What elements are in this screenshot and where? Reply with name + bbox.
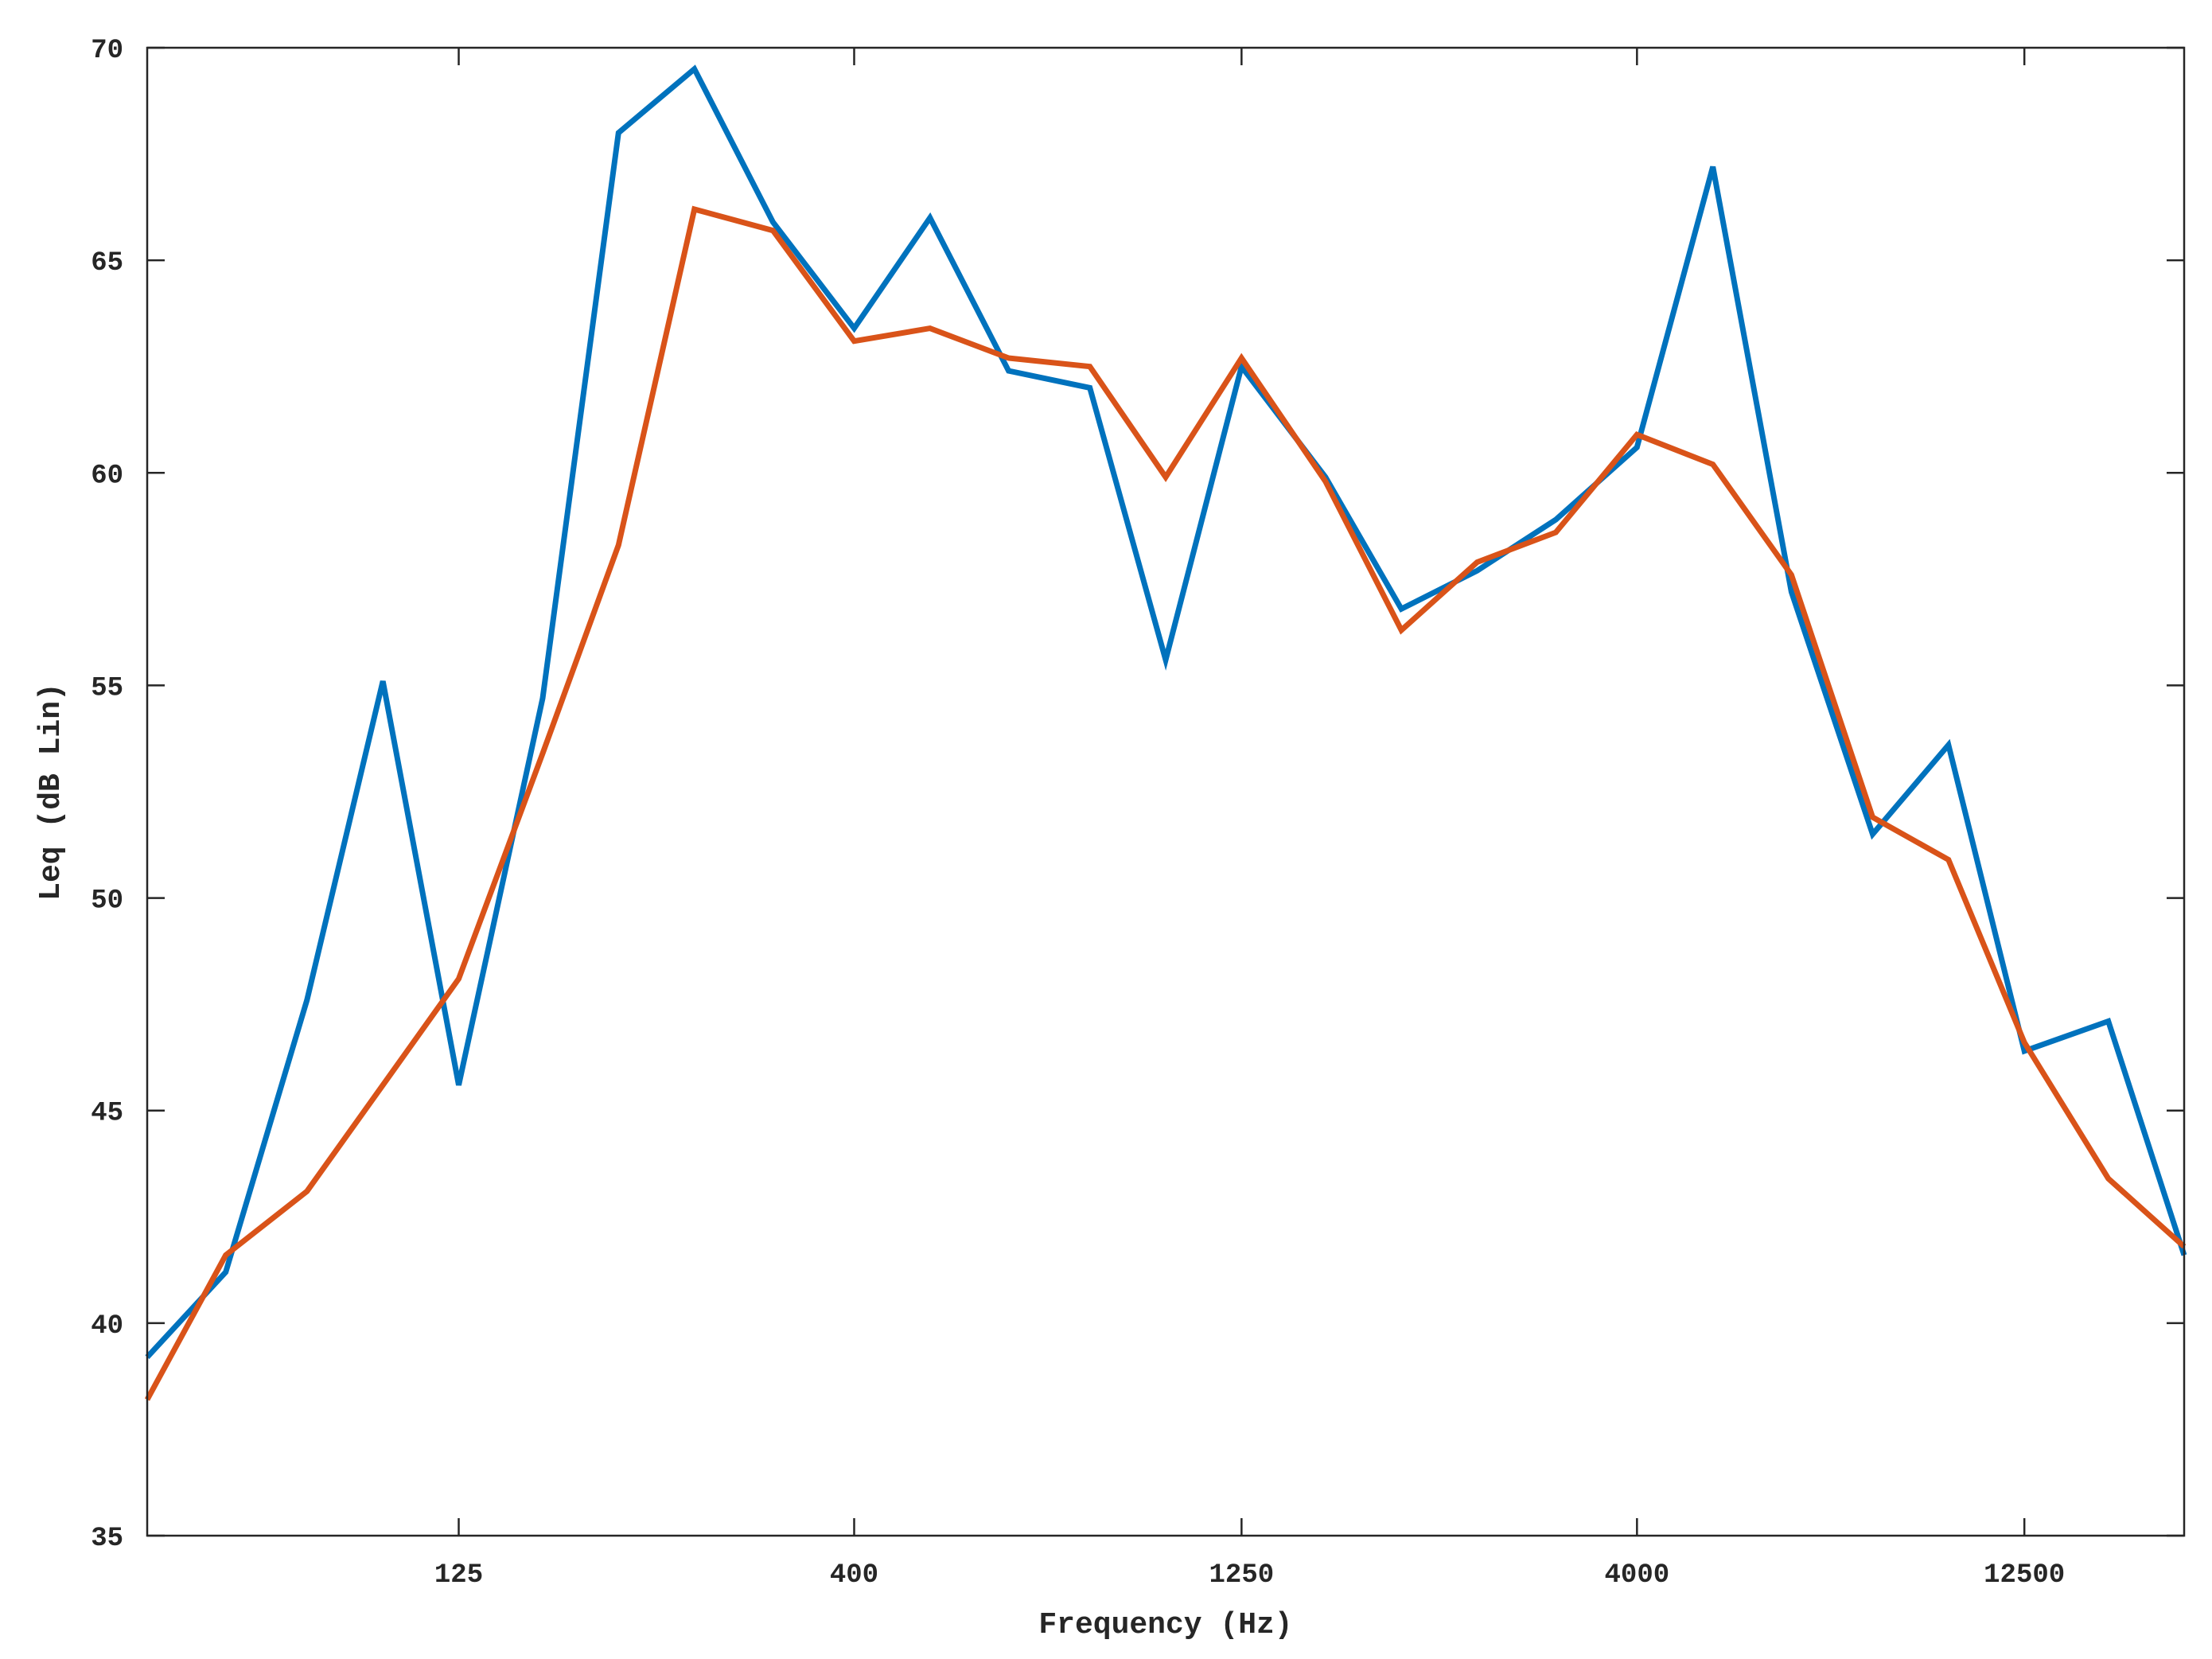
y-tick-label: 60 [91, 461, 123, 491]
y-tick-label: 65 [91, 248, 123, 278]
x-axis-title: Frequency (Hz) [1038, 1608, 1292, 1642]
y-tick-label: 55 [91, 673, 123, 703]
y-tick-label: 35 [91, 1524, 123, 1554]
x-tick-label: 12500 [1984, 1560, 2065, 1591]
y-tick-label: 40 [91, 1311, 123, 1342]
x-tick-label: 4000 [1605, 1560, 1670, 1591]
y-tick-label: 50 [91, 886, 123, 917]
y-tick-label: 45 [91, 1099, 123, 1129]
x-tick-label: 400 [830, 1560, 878, 1591]
y-tick-label: 70 [91, 36, 123, 66]
x-tick-label: 125 [434, 1560, 483, 1591]
y-axis-title: Leq (dB Lin) [34, 683, 68, 901]
x-tick-label: 1250 [1209, 1560, 1275, 1591]
